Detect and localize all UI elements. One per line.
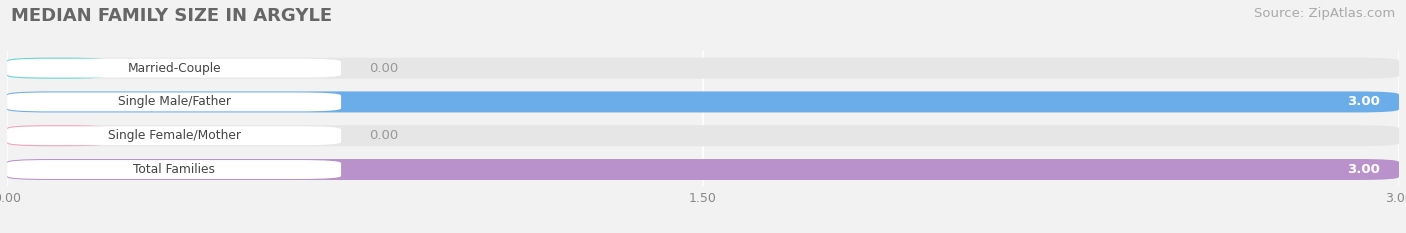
Text: Total Families: Total Families bbox=[134, 163, 215, 176]
FancyBboxPatch shape bbox=[7, 92, 1399, 112]
Text: 0.00: 0.00 bbox=[368, 129, 398, 142]
Text: Single Male/Father: Single Male/Father bbox=[118, 96, 231, 108]
FancyBboxPatch shape bbox=[7, 126, 342, 145]
FancyBboxPatch shape bbox=[7, 125, 1399, 146]
Text: MEDIAN FAMILY SIZE IN ARGYLE: MEDIAN FAMILY SIZE IN ARGYLE bbox=[11, 7, 332, 25]
FancyBboxPatch shape bbox=[7, 59, 342, 78]
Text: Single Female/Mother: Single Female/Mother bbox=[108, 129, 240, 142]
FancyBboxPatch shape bbox=[7, 125, 110, 146]
FancyBboxPatch shape bbox=[7, 159, 1399, 180]
Text: Married-Couple: Married-Couple bbox=[128, 62, 221, 75]
Text: 3.00: 3.00 bbox=[1347, 96, 1381, 108]
FancyBboxPatch shape bbox=[7, 93, 342, 111]
Text: 3.00: 3.00 bbox=[1347, 163, 1381, 176]
FancyBboxPatch shape bbox=[7, 58, 110, 79]
Text: Source: ZipAtlas.com: Source: ZipAtlas.com bbox=[1254, 7, 1395, 20]
FancyBboxPatch shape bbox=[7, 58, 1399, 79]
Text: 0.00: 0.00 bbox=[368, 62, 398, 75]
FancyBboxPatch shape bbox=[7, 159, 1399, 180]
FancyBboxPatch shape bbox=[7, 160, 342, 179]
FancyBboxPatch shape bbox=[7, 92, 1399, 112]
